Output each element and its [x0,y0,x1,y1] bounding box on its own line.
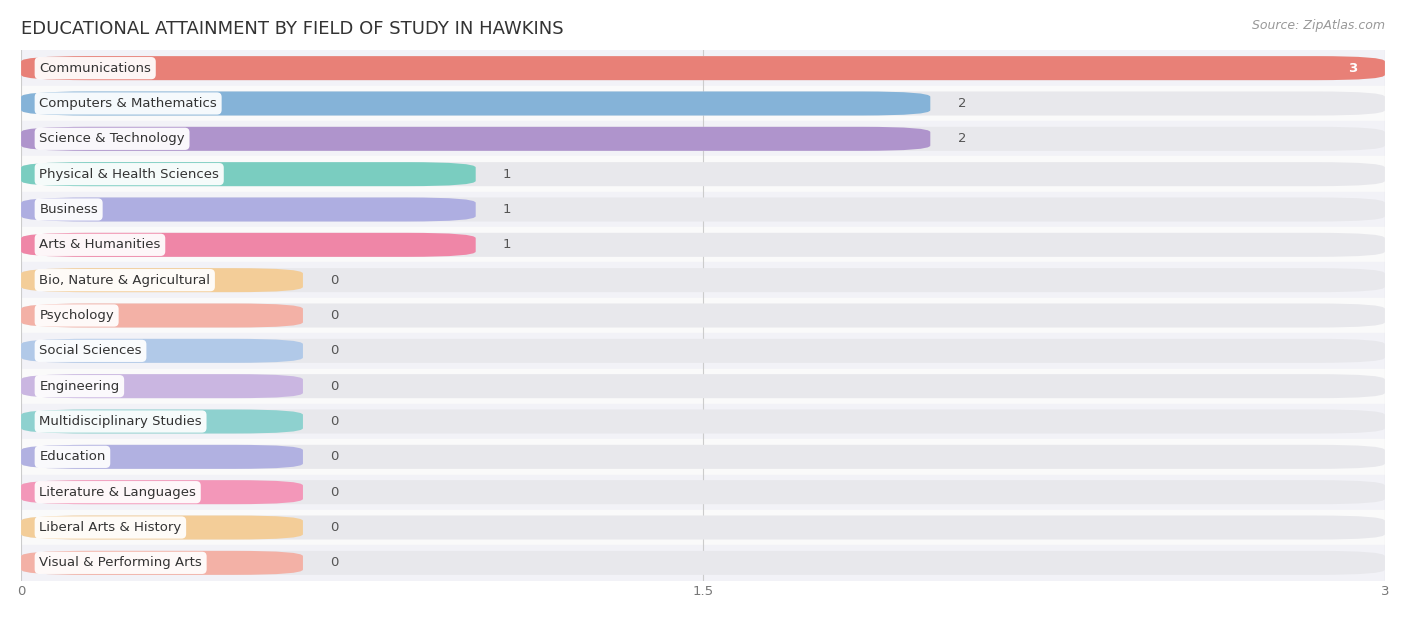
Text: Social Sciences: Social Sciences [39,345,142,357]
FancyBboxPatch shape [21,374,302,398]
Text: Arts & Humanities: Arts & Humanities [39,239,160,251]
Bar [21,369,1385,404]
Text: 2: 2 [957,97,966,110]
Text: 2: 2 [957,133,966,145]
Text: Science & Technology: Science & Technology [39,133,186,145]
Text: Literature & Languages: Literature & Languages [39,486,197,498]
FancyBboxPatch shape [21,304,1385,327]
FancyBboxPatch shape [21,268,1385,292]
FancyBboxPatch shape [21,304,302,327]
Text: Visual & Performing Arts: Visual & Performing Arts [39,557,202,569]
Text: Computers & Mathematics: Computers & Mathematics [39,97,217,110]
Bar [21,192,1385,227]
Text: Multidisciplinary Studies: Multidisciplinary Studies [39,415,202,428]
FancyBboxPatch shape [21,551,1385,575]
Bar [21,475,1385,510]
Text: 1: 1 [503,168,512,180]
Text: 1: 1 [503,203,512,216]
FancyBboxPatch shape [21,91,1385,115]
FancyBboxPatch shape [21,551,302,575]
Text: Psychology: Psychology [39,309,114,322]
FancyBboxPatch shape [21,268,302,292]
Text: EDUCATIONAL ATTAINMENT BY FIELD OF STUDY IN HAWKINS: EDUCATIONAL ATTAINMENT BY FIELD OF STUDY… [21,20,564,38]
Text: Education: Education [39,451,105,463]
Text: Physical & Health Sciences: Physical & Health Sciences [39,168,219,180]
Bar [21,545,1385,581]
Text: Business: Business [39,203,98,216]
FancyBboxPatch shape [21,127,1385,151]
Bar [21,156,1385,192]
FancyBboxPatch shape [21,162,475,186]
Bar [21,298,1385,333]
Text: 0: 0 [330,274,339,286]
Bar [21,50,1385,86]
FancyBboxPatch shape [21,198,475,221]
Bar [21,262,1385,298]
FancyBboxPatch shape [21,198,1385,221]
Text: 0: 0 [330,486,339,498]
Text: 1: 1 [503,239,512,251]
Bar [21,404,1385,439]
Bar [21,333,1385,369]
Text: 0: 0 [330,345,339,357]
Text: 0: 0 [330,521,339,534]
FancyBboxPatch shape [21,56,1385,80]
Text: Communications: Communications [39,62,152,74]
Text: Engineering: Engineering [39,380,120,392]
Text: Bio, Nature & Agricultural: Bio, Nature & Agricultural [39,274,211,286]
FancyBboxPatch shape [21,56,1385,80]
FancyBboxPatch shape [21,339,1385,363]
Text: 0: 0 [330,415,339,428]
Text: 0: 0 [330,451,339,463]
FancyBboxPatch shape [21,233,475,257]
Text: 3: 3 [1348,62,1358,74]
FancyBboxPatch shape [21,374,1385,398]
FancyBboxPatch shape [21,91,931,115]
FancyBboxPatch shape [21,516,302,540]
FancyBboxPatch shape [21,480,302,504]
FancyBboxPatch shape [21,410,1385,433]
Bar [21,439,1385,475]
Text: 0: 0 [330,380,339,392]
Bar [21,86,1385,121]
Text: Source: ZipAtlas.com: Source: ZipAtlas.com [1251,19,1385,32]
FancyBboxPatch shape [21,162,1385,186]
Bar [21,510,1385,545]
Text: 0: 0 [330,557,339,569]
Bar [21,121,1385,156]
Text: Liberal Arts & History: Liberal Arts & History [39,521,181,534]
FancyBboxPatch shape [21,233,1385,257]
FancyBboxPatch shape [21,339,302,363]
FancyBboxPatch shape [21,445,302,469]
FancyBboxPatch shape [21,480,1385,504]
FancyBboxPatch shape [21,410,302,433]
Bar [21,227,1385,262]
FancyBboxPatch shape [21,127,931,151]
FancyBboxPatch shape [21,445,1385,469]
FancyBboxPatch shape [21,516,1385,540]
Text: 0: 0 [330,309,339,322]
